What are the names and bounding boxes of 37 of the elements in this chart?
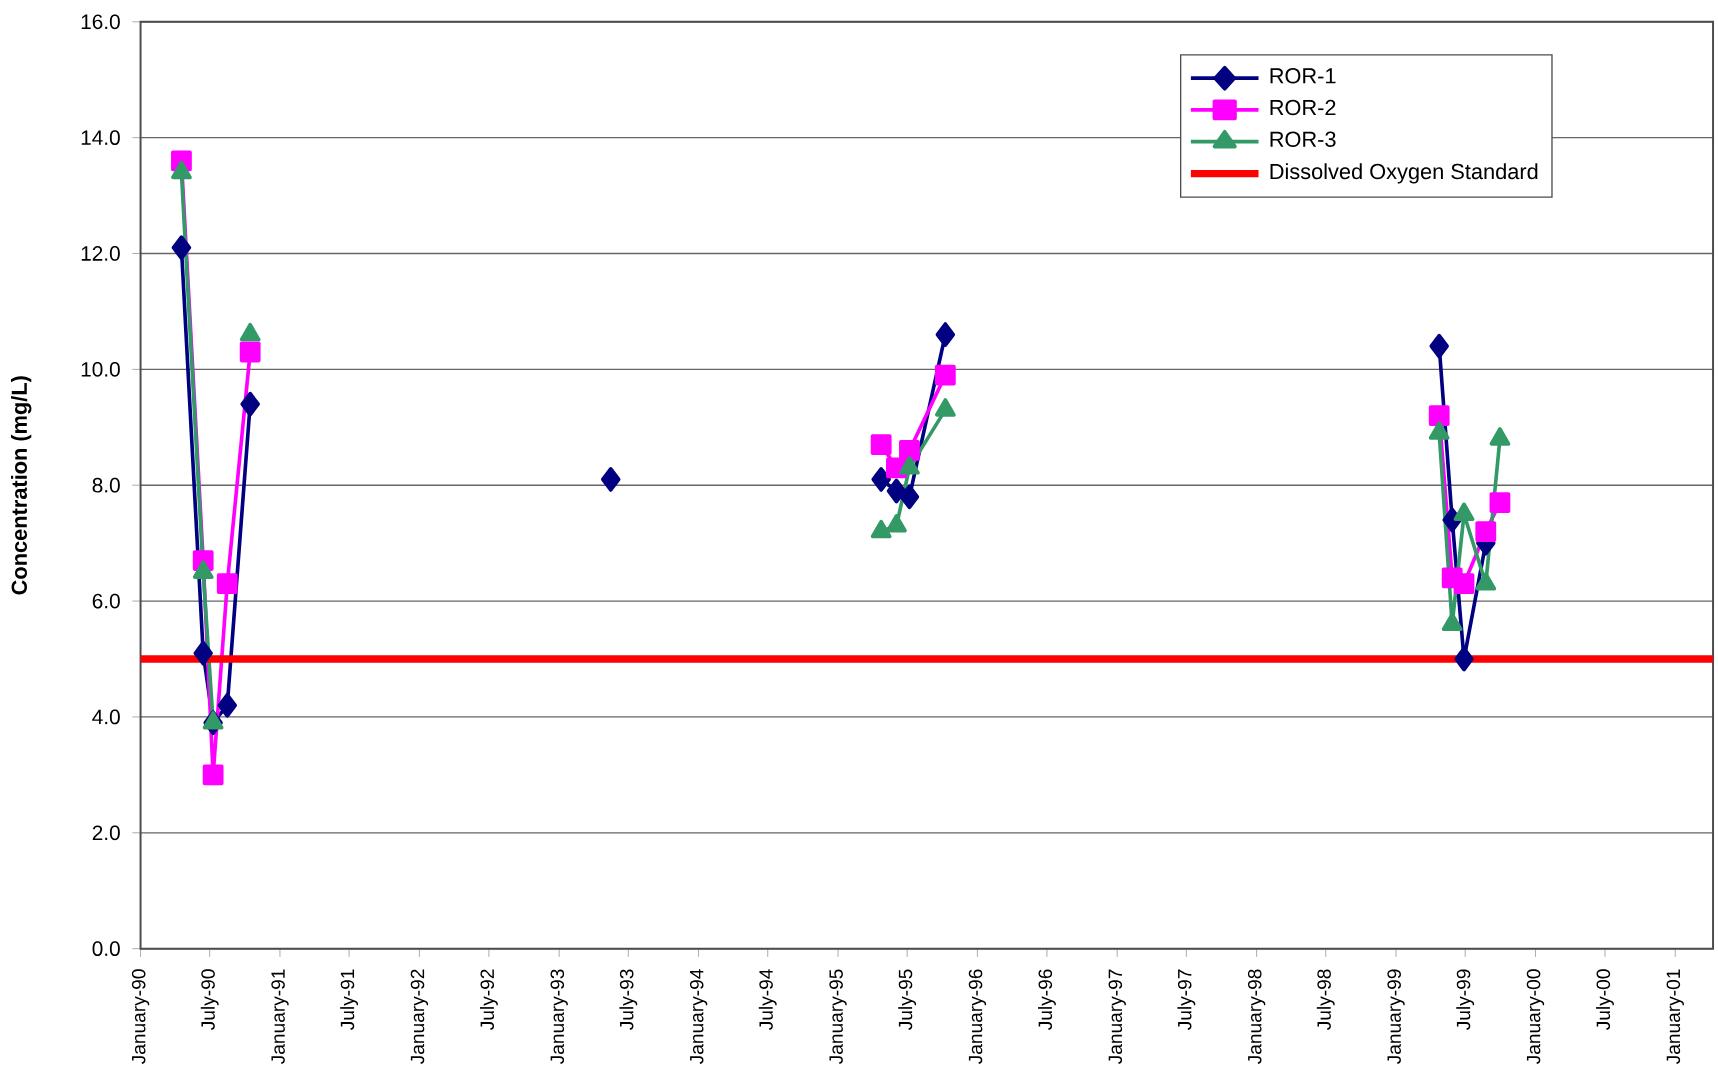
y-tick-label: 0.0	[92, 941, 120, 956]
y-tick-label: 16.0	[81, 14, 120, 29]
y-tick-label: 10.0	[81, 361, 120, 377]
y-tick-label: 4.0	[92, 709, 120, 725]
x-tick-label: January-00	[1526, 969, 1545, 1064]
x-tick-label: January-01	[1666, 969, 1684, 1064]
y-tick-label: 2.0	[92, 825, 120, 840]
y-tick-label: 6.0	[92, 593, 120, 609]
x-tick-label: January-94	[689, 968, 708, 1064]
x-tick-label: July-96	[1038, 969, 1056, 1030]
x-tick-label: July-99	[1456, 969, 1475, 1030]
x-tick-label: January-90	[131, 969, 150, 1064]
y-tick-label: 12.0	[81, 245, 120, 261]
x-tick-label: July-95	[898, 969, 917, 1030]
x-tick-label: July-91	[340, 969, 359, 1030]
x-tick-label: January-93	[550, 969, 568, 1064]
x-tick-label: July-00	[1596, 969, 1614, 1030]
y-axis-title: Concentration (mg/L)	[11, 376, 32, 595]
legend-label: Dissolved Oxygen Standard	[1270, 163, 1538, 184]
x-tick-label: January-92	[410, 969, 429, 1064]
legend-label: ROR-2	[1270, 99, 1336, 116]
x-tick-label: July-92	[479, 969, 498, 1030]
x-tick-label: January-95	[829, 969, 847, 1064]
x-tick-label: July-97	[1177, 969, 1196, 1030]
y-tick-label: 14.0	[81, 130, 120, 145]
x-tick-label: January-97	[1108, 969, 1126, 1064]
y-tick-label: 8.0	[92, 477, 120, 493]
x-tick-label: July-90	[200, 969, 219, 1030]
x-tick-label: January-96	[968, 969, 987, 1064]
legend-label: ROR-3	[1270, 131, 1336, 147]
x-tick-label: July-93	[619, 969, 638, 1030]
x-tick-label: January-91	[271, 969, 289, 1064]
x-tick-label: July-94	[758, 968, 777, 1030]
x-tick-label: January-99	[1387, 969, 1405, 1064]
x-tick-label: January-98	[1247, 969, 1266, 1064]
legend-label: ROR-1	[1270, 67, 1336, 84]
x-tick-label: July-98	[1316, 969, 1335, 1030]
